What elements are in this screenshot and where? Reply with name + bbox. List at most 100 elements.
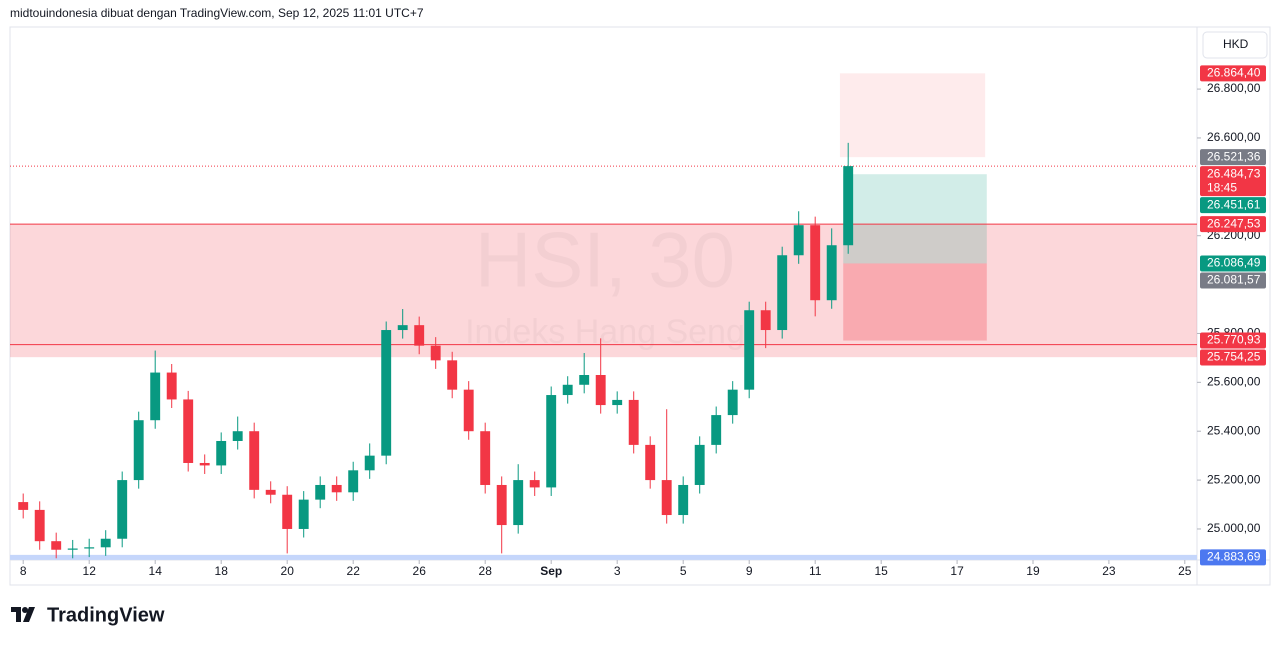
candle-body: [744, 310, 755, 390]
candle-body: [760, 310, 771, 331]
candle-body: [777, 255, 788, 331]
candle-body: [84, 547, 95, 549]
candle-body: [282, 494, 293, 529]
candle-body: [331, 484, 342, 493]
price-label: 26.451,61: [1207, 197, 1261, 211]
price-label: 26.521,36: [1207, 149, 1261, 163]
candle-body: [513, 480, 524, 526]
candle-body: [843, 166, 854, 246]
candle-body: [711, 415, 722, 445]
position-box: [839, 73, 986, 158]
currency: HKD: [1223, 37, 1249, 51]
x-tick-label: 11: [809, 564, 822, 578]
candle-body: [694, 444, 705, 485]
x-tick-label: 18: [215, 564, 229, 578]
price-label-bg: [1200, 332, 1266, 349]
price-label: 26.247,53: [1207, 216, 1261, 230]
x-tick-label: 9: [746, 564, 753, 578]
price-label: 26.864,40: [1207, 66, 1261, 80]
candle-body: [628, 399, 639, 445]
x-tick-label: 8: [20, 564, 27, 578]
y-tick-label: 25.000,00: [1207, 521, 1261, 535]
x-tick-label: 3: [614, 564, 621, 578]
y-tick-label: 25.600,00: [1207, 375, 1261, 389]
candle-body: [661, 480, 672, 516]
logo-mark: [22, 607, 28, 613]
candle-body: [34, 509, 45, 542]
candle-body: [645, 444, 656, 481]
price-label-bg: [1200, 549, 1266, 566]
candle-body: [117, 480, 128, 539]
candle-body: [133, 420, 144, 481]
zone: [10, 224, 1197, 358]
candle-body: [199, 462, 210, 466]
candle-body: [216, 440, 227, 466]
y-tick-label: 25.200,00: [1207, 472, 1261, 486]
price-label-bg: [1200, 216, 1266, 233]
price-label-bg: [1200, 149, 1266, 166]
position-box: [843, 263, 987, 341]
x-tick-label: 14: [149, 564, 163, 578]
candle-body: [793, 225, 804, 256]
brand: TradingView: [47, 604, 165, 626]
candle-body: [166, 372, 177, 400]
position-box: [843, 174, 987, 264]
candle-body: [348, 470, 359, 493]
logo-mark: [23, 607, 35, 622]
x-tick-label: 23: [1102, 564, 1116, 578]
candle-body: [414, 325, 425, 346]
price-label-bg: [1200, 166, 1266, 197]
x-tick-label: 22: [347, 564, 361, 578]
price-label: 24.883,69: [1207, 550, 1261, 564]
candle-body: [678, 484, 689, 516]
candle-body: [612, 399, 623, 406]
candle-body: [67, 548, 78, 550]
candle-body: [265, 489, 276, 495]
candle-body: [480, 431, 491, 485]
candle-body: [183, 399, 194, 463]
price-label: 26.086,49: [1207, 256, 1261, 270]
price-axis: 25.000,0025.200,0025.400,0025.600,0025.8…: [1197, 81, 1261, 535]
x-tick-label: 26: [413, 564, 427, 578]
x-tick-label: 28: [479, 564, 493, 578]
candle-body: [381, 330, 392, 456]
x-tick-label: 17: [950, 564, 964, 578]
price-label-bg: [1200, 197, 1266, 214]
price-label: 25.754,25: [1207, 350, 1261, 364]
candle-body: [826, 245, 837, 301]
candle-body: [315, 484, 326, 500]
currency-button[interactable]: [1202, 31, 1268, 59]
candle-body: [546, 395, 557, 488]
price-label-bg: [1200, 272, 1266, 289]
x-tick-label: 5: [680, 564, 687, 578]
x-tick-label: 15: [875, 564, 889, 578]
header: midtouindonesia dibuat dengan TradingVie…: [10, 6, 424, 20]
candle-body: [150, 372, 161, 421]
candle-body: [810, 225, 821, 301]
plot-area: HSI, 30 Indeks Hang Seng: [10, 73, 1197, 560]
candle-body: [430, 345, 441, 361]
x-tick-label: 25: [1178, 564, 1192, 578]
y-tick-label: 26.600,00: [1207, 130, 1261, 144]
candle-body: [562, 384, 573, 396]
candle-body: [364, 455, 375, 471]
candle-body: [232, 431, 243, 441]
price-label-bg: [1200, 349, 1266, 366]
x-tick-label: 19: [1026, 564, 1040, 578]
candle-body: [100, 538, 111, 548]
y-tick-label: 26.800,00: [1207, 81, 1261, 95]
candle-body: [18, 502, 29, 510]
price-label-bg: [1200, 65, 1266, 82]
candle-body: [595, 375, 606, 406]
x-tick-label: 12: [83, 564, 97, 578]
candle-body: [579, 375, 590, 385]
candle-body: [529, 480, 540, 488]
watermark: HSI, 30: [475, 216, 735, 304]
candle-body: [496, 484, 507, 526]
candle-body: [727, 389, 738, 416]
logo-mark: [11, 607, 21, 622]
price-label: 26.484,73: [1207, 166, 1261, 180]
price-label: 26.081,57: [1207, 273, 1261, 287]
candle-body: [463, 389, 474, 432]
